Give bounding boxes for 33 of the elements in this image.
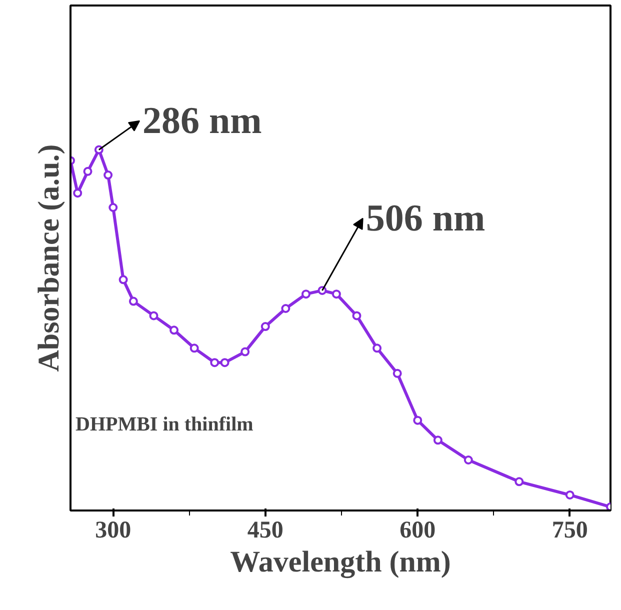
x-tick-label: 300 <box>95 518 132 544</box>
point <box>220 358 230 368</box>
point <box>464 456 473 464</box>
point <box>514 477 524 486</box>
annotation: 506 nm <box>366 197 486 240</box>
point <box>108 203 118 212</box>
point <box>301 290 310 299</box>
point <box>392 368 402 378</box>
point <box>260 322 270 332</box>
point <box>190 344 199 353</box>
point <box>104 170 113 180</box>
point <box>413 416 422 425</box>
point <box>118 275 128 284</box>
x-tick-label: 450 <box>247 518 284 544</box>
y-axis-title: Absorbance (a.u.) <box>32 144 66 372</box>
x-tick-label: 750 <box>552 518 588 544</box>
point <box>128 296 138 306</box>
point <box>281 304 290 313</box>
point <box>433 436 442 445</box>
point <box>565 490 574 500</box>
annotation: 286 nm <box>142 100 262 142</box>
point <box>170 326 179 335</box>
x-axis-title: Wavelength (nm) <box>230 546 451 578</box>
point <box>372 344 382 353</box>
point <box>210 358 220 368</box>
point <box>332 290 341 299</box>
point <box>352 311 362 320</box>
point <box>149 311 158 320</box>
x-tick-label: 600 <box>400 518 436 544</box>
annotation: DHPMBI in thinfilm <box>76 414 254 436</box>
point <box>73 188 82 198</box>
point <box>83 166 92 176</box>
point <box>240 347 250 356</box>
